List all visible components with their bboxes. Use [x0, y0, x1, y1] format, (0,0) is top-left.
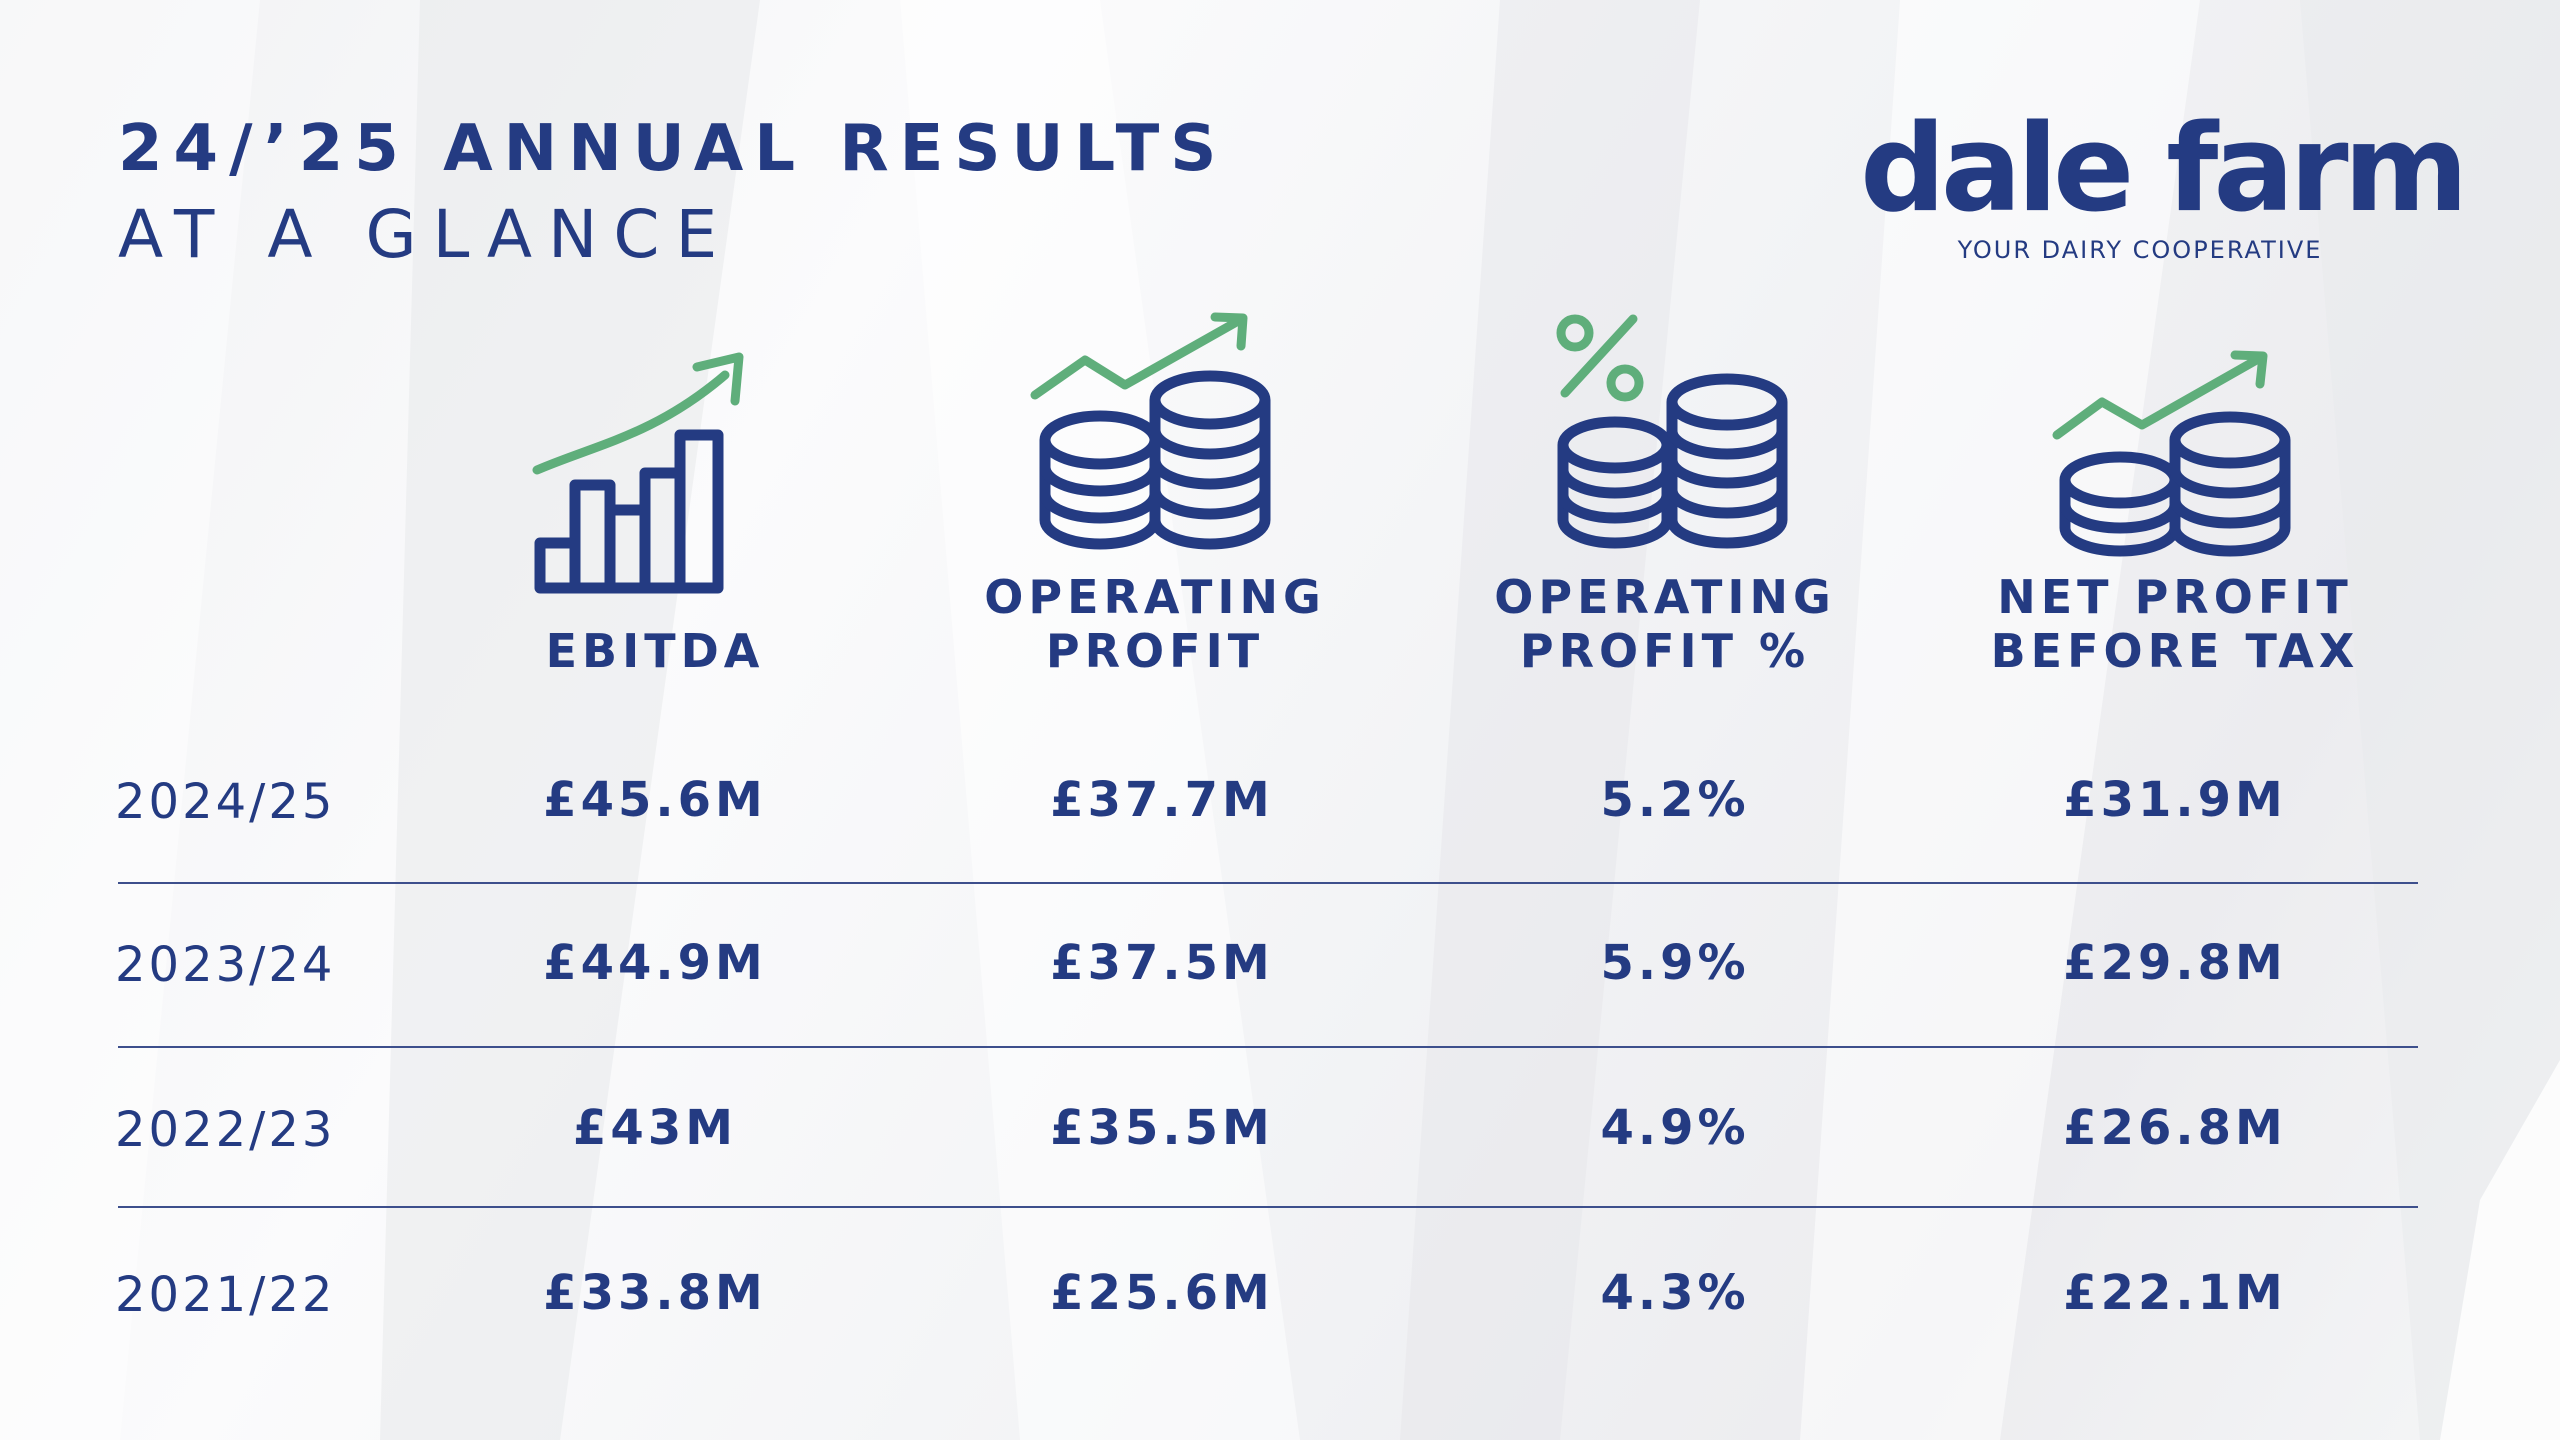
ebitda-value: £45.6M — [543, 772, 767, 828]
operating-profit-percent-value: 5.9% — [1600, 935, 1750, 991]
net-profit-value: £31.9M — [2063, 772, 2287, 828]
column-header-line: NET PROFIT — [1997, 570, 2353, 624]
row-divider — [118, 1206, 2418, 1208]
ebitda-value: £44.9M — [543, 935, 767, 991]
ebitda-value: £43M — [573, 1100, 737, 1156]
column-header-operating-profit: OPERATING PROFIT — [915, 570, 1395, 678]
operating-profit-percent-value: 4.9% — [1600, 1100, 1750, 1156]
net-profit-value: £26.8M — [2063, 1100, 2287, 1156]
table-row: 2021/22 £33.8M £25.6M 4.3% £22.1M — [0, 1243, 2560, 1343]
logo-tagline: YOUR DAIRY COOPERATIVE — [1957, 236, 2323, 264]
table-row: 2022/23 £43M £35.5M 4.9% £26.8M — [0, 1078, 2560, 1178]
operating-profit-percent-value: 4.3% — [1600, 1265, 1750, 1321]
ebitda-value: £33.8M — [543, 1265, 767, 1321]
row-year: 2021/22 — [115, 1267, 336, 1323]
operating-profit-value: £25.6M — [1050, 1265, 1274, 1321]
column-header-line: PROFIT — [1045, 624, 1265, 678]
column-header-line: EBITDA — [545, 624, 765, 678]
operating-profit-value: £37.5M — [1050, 935, 1274, 991]
column-header-net-profit-before-tax: NET PROFIT BEFORE TAX — [1935, 570, 2415, 678]
column-header-line: OPERATING — [1494, 570, 1836, 624]
page-title: 24/’25 ANNUAL RESULTS — [118, 112, 1228, 186]
table-row: 2024/25 £45.6M £37.7M 5.2% £31.9M — [0, 750, 2560, 850]
dale-farm-logo: dale farm YOUR DAIRY COOPERATIVE — [1860, 100, 2469, 265]
operating-profit-value: £35.5M — [1050, 1100, 1274, 1156]
column-header-line: OPERATING — [984, 570, 1326, 624]
table-row: 2023/24 £44.9M £37.5M 5.9% £29.8M — [0, 913, 2560, 1013]
column-header-ebitda: EBITDA — [415, 624, 895, 678]
coins-trend-icon — [2052, 350, 2291, 557]
column-header-line: BEFORE TAX — [1990, 624, 2360, 678]
logo-wordmark: dale farm — [1860, 100, 2469, 239]
column-header-operating-profit-percent: OPERATING PROFIT % — [1425, 570, 1905, 678]
coins-growth-icon — [1030, 312, 1271, 550]
page-subtitle: AT A GLANCE — [118, 196, 734, 273]
row-year: 2022/23 — [115, 1102, 336, 1158]
row-divider — [118, 882, 2418, 884]
operating-profit-value: £37.7M — [1050, 772, 1274, 828]
row-divider — [118, 1046, 2418, 1048]
bar-chart-growth-icon — [532, 352, 744, 594]
net-profit-value: £22.1M — [2063, 1265, 2287, 1321]
net-profit-value: £29.8M — [2063, 935, 2287, 991]
row-year: 2023/24 — [115, 937, 336, 993]
column-header-line: PROFIT % — [1519, 624, 1811, 678]
operating-profit-percent-value: 5.2% — [1600, 772, 1750, 828]
row-year: 2024/25 — [115, 774, 336, 830]
coins-percent-icon — [1556, 314, 1788, 549]
